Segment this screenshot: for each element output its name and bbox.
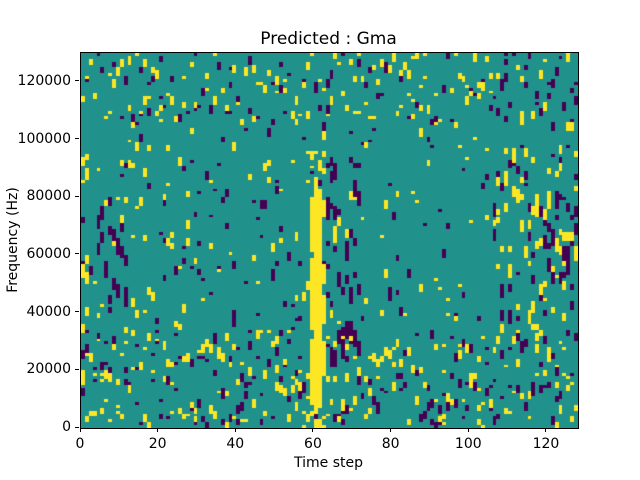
- x-tick-mark: [79, 428, 81, 432]
- x-tick-mark: [234, 428, 236, 432]
- y-tick-label: 0: [62, 419, 71, 435]
- x-tick-label: 100: [454, 436, 482, 452]
- y-tick-label: 20000: [26, 361, 71, 378]
- y-tick-label: 40000: [26, 303, 71, 320]
- y-tick-mark: [75, 426, 79, 428]
- y-tick-mark: [75, 311, 79, 313]
- x-tick-mark: [157, 428, 159, 432]
- y-tick-mark: [75, 195, 79, 197]
- y-tick-label: 80000: [26, 188, 71, 205]
- y-tick-mark: [75, 253, 79, 255]
- x-axis-label: Time step: [294, 455, 363, 471]
- x-tick-mark: [390, 428, 392, 432]
- y-tick-label: 120000: [17, 72, 71, 89]
- y-tick-mark: [75, 80, 79, 82]
- x-tick-label: 20: [148, 436, 167, 452]
- x-tick-label: 0: [75, 436, 85, 452]
- x-tick-mark: [312, 428, 314, 432]
- x-tick-mark: [545, 428, 547, 432]
- y-tick-mark: [75, 138, 79, 140]
- chart-title: Predicted : Gma: [260, 29, 397, 49]
- y-tick-label: 100000: [17, 130, 71, 147]
- x-tick-label: 80: [381, 436, 400, 452]
- x-tick-label: 60: [304, 436, 322, 452]
- heatmap-axes: [80, 52, 579, 429]
- x-tick-mark: [467, 428, 469, 432]
- y-tick-label: 60000: [26, 245, 71, 262]
- y-tick-mark: [75, 368, 79, 370]
- heatmap-canvas: [81, 53, 578, 428]
- x-tick-label: 40: [226, 436, 245, 452]
- x-tick-label: 120: [532, 436, 560, 452]
